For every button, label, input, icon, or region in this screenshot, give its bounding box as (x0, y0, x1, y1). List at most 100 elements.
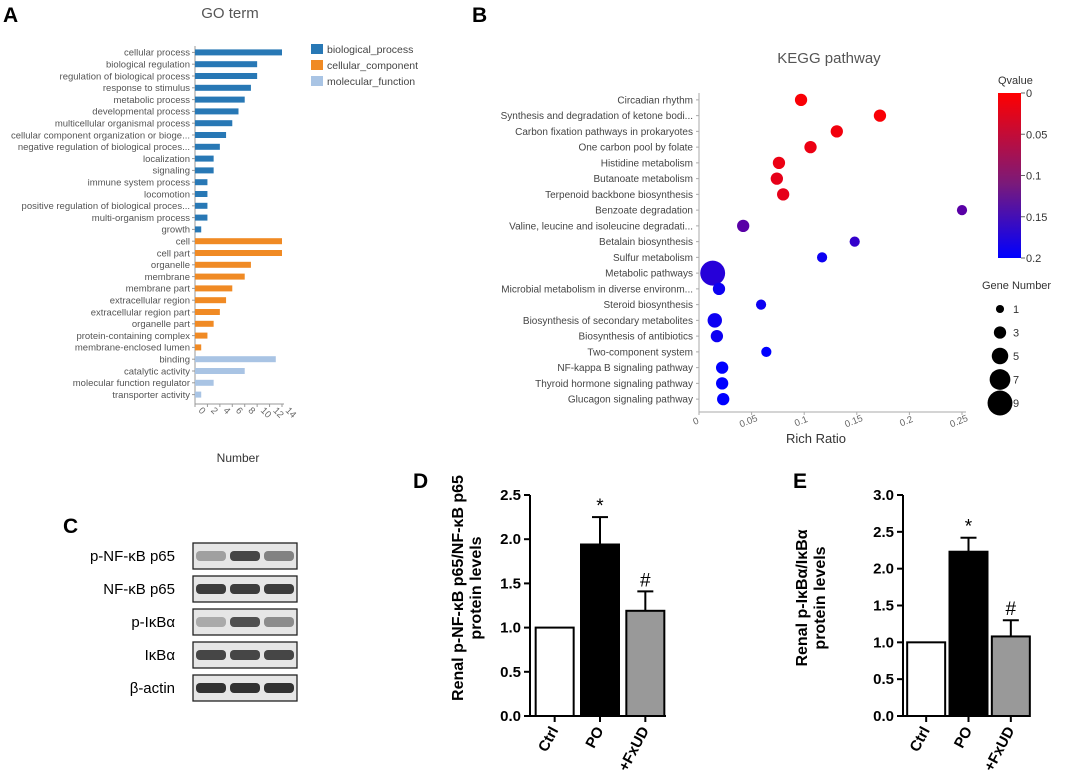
go-bar-label: multicellular organismal process (55, 119, 190, 130)
kegg-bubble (794, 93, 808, 107)
kegg-pathway-label: Metabolic pathways (605, 269, 693, 280)
western-blot: p-NF-κB p65 NF-κB p65 p-IκBα IκBα β-actin (90, 542, 298, 702)
blot-band (264, 584, 294, 594)
blot-row-label: p-NF-κB p65 (90, 548, 175, 565)
go-legend-label: molecular_function (327, 76, 415, 88)
kegg-bubble (873, 109, 887, 122)
panel-letter-a: A (3, 4, 18, 27)
kegg-pathway-label: Microbial metabolism in diverse environm… (501, 284, 693, 295)
gene-number-legend-bubble (991, 347, 1009, 365)
kegg-bubble (755, 299, 767, 310)
go-bar (195, 214, 208, 221)
blot-band (196, 617, 226, 627)
bar-y-tick-label: 1.5 (873, 598, 894, 615)
go-x-tick-label: 2 (208, 405, 220, 417)
go-bar (195, 120, 233, 127)
go-bar-label: organelle (151, 260, 190, 271)
bar-chart-d: 0.0 0.5 1.0 1.5 2.0 2.5 Ctrl * PO # +FxUD Renal p-N… (450, 475, 666, 774)
bar-y-tick-label: 1.5 (500, 575, 521, 592)
go-title: GO term (201, 5, 259, 22)
gene-number-legend-label: 9 (1013, 398, 1019, 410)
kegg-bubble (849, 236, 860, 247)
bar-x-tick-label: +FxUD (981, 724, 1019, 774)
bar-y-tick-label: 2.5 (500, 487, 521, 504)
go-bar (195, 132, 227, 138)
go-x-tick-label: 8 (246, 405, 258, 417)
go-bar (195, 356, 276, 363)
go-bar-label: regulation of biological process (60, 71, 191, 82)
gene-number-legend-label: 5 (1013, 351, 1019, 363)
blot-band (196, 551, 226, 561)
gene-number-legend-label: 7 (1013, 375, 1019, 387)
go-bar-label: cell (176, 237, 190, 248)
qvalue-legend-title: Qvalue (998, 75, 1033, 87)
go-bar (195, 320, 214, 327)
go-bar-label: growth (161, 225, 190, 236)
significance-mark: * (965, 517, 973, 538)
go-bar (195, 344, 202, 351)
go-bar (195, 309, 220, 315)
bar (625, 609, 666, 718)
kegg-bubble (804, 140, 817, 154)
kegg-x-tick-label: 0.15 (843, 413, 864, 430)
kegg-pathway-label: Two-component system (587, 347, 693, 358)
kegg-pathway-label: Carbon fixation pathways in prokaryotes (515, 127, 693, 138)
blot-band (230, 551, 260, 561)
blot-band (264, 551, 294, 561)
panel-letter-b: B (472, 4, 487, 27)
go-bar-label: response to stimulus (103, 83, 190, 94)
kegg-pathway-label: Valine, leucine and isoleucine degradati… (509, 221, 693, 232)
kegg-xlabel: Rich Ratio (786, 431, 846, 446)
kegg-bubble (700, 260, 726, 286)
gene-number-legend-title: Gene Number (982, 280, 1051, 292)
blot-row-label: IκBα (145, 647, 176, 664)
kegg-pathway-label: One carbon pool by folate (578, 143, 693, 154)
kegg-pathway-label: Steroid biosynthesis (604, 300, 694, 311)
go-x-tick-label: 0 (196, 405, 208, 417)
go-bar (195, 84, 251, 91)
bar-ylabel-line2: protein levels (468, 536, 485, 639)
kegg-x-tick-label: 0.05 (738, 413, 759, 430)
go-legend-swatch (311, 76, 323, 86)
blot-band (264, 617, 294, 627)
kegg-pathway-label: NF-kappa B signaling pathway (557, 363, 693, 374)
kegg-title: KEGG pathway (777, 50, 881, 67)
kegg-x-tick-label: 0.25 (948, 413, 969, 430)
kegg-x-tick-label: 0 (692, 416, 701, 428)
blot-band (230, 617, 260, 627)
blot-band (264, 683, 294, 693)
bar-y-tick-label: 2.0 (873, 561, 894, 578)
bar-x-tick-label: PO (582, 724, 607, 751)
kegg-bubble (715, 361, 729, 374)
go-xlabel: Number (217, 451, 260, 465)
go-bar-label: membrane part (126, 284, 191, 295)
kegg-pathway-label: Butanoate metabolism (593, 174, 693, 185)
go-bar-label: localization (143, 154, 190, 165)
bar-x-tick-label: Ctrl (907, 724, 934, 755)
kegg-bubble (707, 313, 722, 328)
go-bar (195, 368, 245, 374)
go-bar-label: cellular component organization or bioge… (11, 130, 190, 141)
qvalue-tick-label: 0.15 (1026, 212, 1047, 224)
go-x-tick-label: 6 (233, 405, 245, 417)
go-bar-label: extracellular region part (91, 307, 191, 318)
kegg-bubble (712, 282, 726, 296)
go-legend-label: cellular_component (327, 60, 418, 72)
bar (990, 635, 1031, 717)
go-bar-label: membrane (145, 272, 190, 283)
kegg-pathway-label: Benzoate degradation (595, 206, 693, 217)
bar-ylabel-line1: Renal p-IκBα/IκBα (794, 529, 811, 666)
go-bar (195, 285, 233, 292)
go-bar (195, 250, 282, 256)
bar-y-tick-label: 1.0 (500, 620, 521, 637)
bar-y-tick-label: 0.0 (873, 708, 894, 725)
go-bar-label: developmental process (92, 107, 190, 118)
blot-band (196, 584, 226, 594)
bar-y-tick-label: 0.5 (873, 671, 894, 688)
bar (906, 641, 947, 717)
blot-band (230, 683, 260, 693)
kegg-bubble (816, 252, 828, 263)
kegg-bubble (777, 188, 790, 201)
kegg-bubble (710, 329, 724, 343)
